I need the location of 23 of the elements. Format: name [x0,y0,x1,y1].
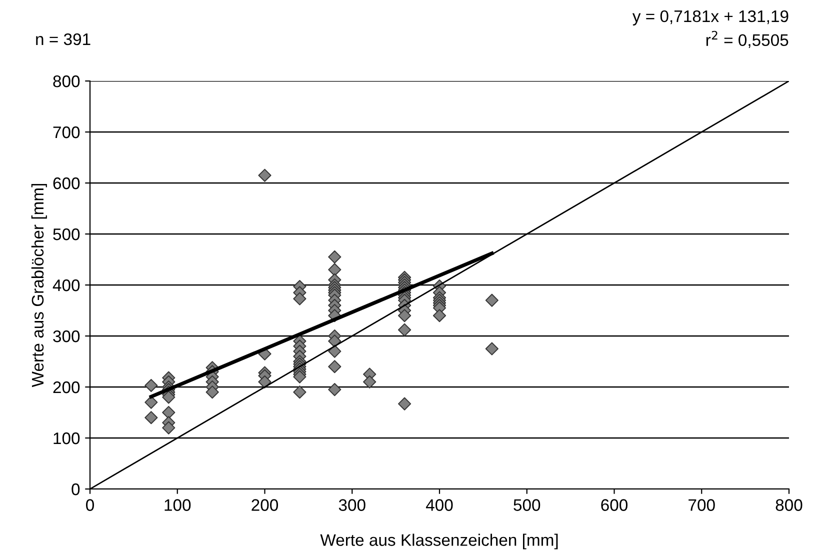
y-tick-label: 700 [53,126,80,138]
y-tick-label: 0 [72,483,80,496]
x-tick-label: 0 [86,499,94,511]
y-tick-label: 400 [52,279,80,292]
text: n = 391 [36,33,90,46]
y-axis-title: Werte aus Grablöcher [mm] [31,184,47,388]
x-tick-label: 700 [688,499,715,511]
x-tick-label: 800 [776,499,802,511]
y-tick-label: 300 [53,330,80,342]
x-axis-title: Werte aus Klassenzeichen [mm] [320,534,558,550]
text: r$^{2}$ = 0,5505 [706,30,788,48]
x-tick-label: 300 [338,499,366,511]
text: y = 0,7181x + 131,19 [632,10,788,26]
y-tick-label: 800 [53,75,80,88]
x-tick-label: 500 [514,499,540,511]
y-tick-label: 100 [54,432,80,444]
x-tick-label: 100 [164,499,191,511]
x-tick-label: 200 [252,499,278,511]
y-tick-label: 600 [53,177,80,190]
x-tick-label: 600 [601,499,628,511]
x-tick-label: 400 [426,499,453,511]
y-tick-label: 500 [53,228,80,240]
y-tick-label: 200 [53,381,80,394]
